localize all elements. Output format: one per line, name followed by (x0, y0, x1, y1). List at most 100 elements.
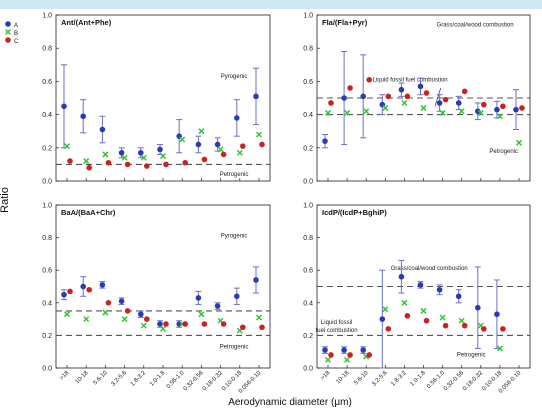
annotation-label: Pyrogenic (221, 74, 248, 80)
data-point-c (385, 93, 392, 100)
data-point-c (163, 321, 169, 327)
data-point-b (420, 104, 427, 111)
marker-stroke (439, 314, 446, 321)
panel-title: Fla/(Fla+Pyr) (322, 18, 368, 27)
data-point-c (124, 308, 131, 314)
data-point-a (360, 347, 367, 353)
marker-stroke (496, 345, 503, 352)
data-point-b (515, 139, 523, 146)
marker-stroke (198, 128, 205, 135)
marker-stroke (382, 306, 389, 313)
x-tick-label: 10-18 (335, 370, 351, 386)
data-point-a (138, 149, 144, 156)
y-tick-label: 0.4 (303, 112, 313, 119)
data-point-a (80, 283, 86, 290)
data-point-a (322, 347, 328, 353)
data-point-c (423, 90, 430, 96)
data-point-a (214, 303, 221, 309)
legend-marker-c (5, 37, 11, 43)
marker-stroke (363, 108, 370, 115)
data-point-a (341, 95, 347, 101)
data-point-b (140, 322, 147, 329)
data-point-c (328, 100, 334, 106)
data-point-a (118, 149, 125, 156)
panel-ant-ant-phe: 0.0 0.2 0.4 0.6 0.8 1.0 Ant/(Ant+Phe) Pyrogenic… (42, 13, 271, 186)
data-point-a (417, 83, 424, 90)
data-point-c (461, 88, 468, 95)
x-tick-label: >18 (59, 370, 71, 382)
data-point-a (157, 321, 163, 327)
data-point-b (439, 314, 446, 321)
y-tick-label: 0.0 (42, 366, 52, 373)
marker-stroke (458, 317, 465, 324)
data-point-c (385, 326, 392, 332)
marker-stroke (439, 109, 446, 116)
data-point-b (382, 104, 389, 111)
data-point-a (513, 106, 519, 113)
data-point-b (496, 113, 503, 120)
marker-stroke (140, 322, 147, 329)
data-point-b (255, 314, 263, 321)
data-point-b (102, 309, 109, 316)
data-point-b (439, 109, 446, 116)
y-tick-label: 0.6 (303, 268, 313, 275)
panel-baa-baa-chr: 0.00.20.40.60.81.0>18 10-18 5.6-10 3.2-5.6 1… (42, 203, 271, 395)
data-point-b (401, 299, 408, 306)
top-banner (0, 0, 542, 9)
y-tick-label: 0.4 (42, 300, 52, 307)
annotation-label: fuel combustion (316, 328, 358, 334)
annotation-label: Petrogenic (220, 172, 249, 178)
data-point-c (86, 286, 92, 293)
x-tick-label: 1.8-3.2 (130, 370, 148, 388)
annotation-label: Pyrogenic (221, 234, 248, 240)
y-tick-label: 0.8 (303, 235, 313, 242)
marker-stroke (401, 99, 408, 107)
marker-stroke (344, 356, 351, 363)
data-point-b (324, 109, 332, 116)
y-tick-label: 0.2 (42, 333, 52, 340)
data-point-b (458, 317, 465, 324)
data-point-a (157, 146, 163, 153)
marker-stroke (159, 325, 167, 332)
y-tick-label: 0.0 (303, 179, 313, 186)
marker-stroke (102, 309, 109, 316)
panel-title: Ant/(Ant+Phe) (61, 18, 112, 27)
annotation-label: Petrogenic (457, 353, 486, 359)
marker-stroke (420, 307, 427, 314)
data-point-b (179, 136, 186, 143)
data-point-b (324, 356, 332, 363)
data-point-a (234, 115, 240, 121)
data-point-a (138, 311, 144, 318)
panel-title: BaA/(BaA+Chr) (61, 208, 116, 217)
data-point-c (105, 159, 112, 166)
marker-stroke (477, 322, 484, 329)
legend-marker-b (4, 28, 12, 36)
data-point-b (420, 307, 427, 314)
x-tick-label: 1.8-3.2 (390, 370, 408, 388)
data-point-c (481, 326, 487, 332)
y-axis-label: Ratio (0, 187, 11, 213)
y-tick-label: 0.6 (42, 79, 52, 86)
marker-stroke (198, 311, 205, 318)
marker-stroke (83, 158, 90, 165)
data-point-c (442, 322, 449, 329)
data-point-a (436, 100, 443, 106)
annotation-label: Grass/coal/wood combustion (391, 266, 468, 272)
data-point-a (118, 298, 125, 304)
data-point-a (253, 277, 259, 283)
data-point-a (322, 138, 328, 144)
data-point-a (398, 273, 405, 280)
data-point-a (61, 291, 67, 298)
annotation-label: Grass/coal/wood combustion (437, 23, 514, 29)
marker-stroke (217, 317, 224, 324)
data-point-c (144, 163, 150, 169)
x-tick-label: 3.2-5.6 (111, 370, 129, 388)
data-point-c (182, 159, 188, 166)
data-point-b (401, 99, 408, 107)
y-tick-label: 1.0 (303, 13, 313, 20)
data-point-b (198, 311, 205, 318)
data-point-c (328, 352, 334, 358)
y-tick-label: 0.8 (42, 235, 52, 242)
data-point-c (259, 324, 265, 331)
